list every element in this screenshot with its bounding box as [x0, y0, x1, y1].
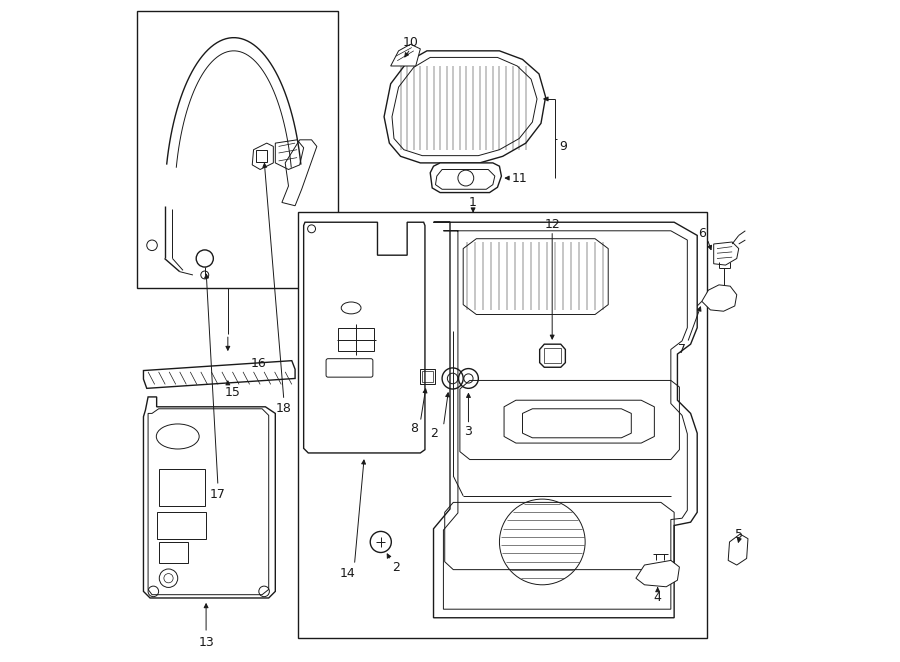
Polygon shape: [384, 51, 545, 163]
Bar: [299, 213, 707, 638]
Text: 12: 12: [544, 218, 560, 230]
Text: 11: 11: [511, 171, 527, 185]
Text: 1: 1: [469, 196, 477, 209]
Bar: [338, 328, 374, 351]
Text: 2: 2: [430, 427, 438, 440]
Text: 9: 9: [560, 140, 567, 153]
Polygon shape: [728, 534, 748, 565]
Text: 18: 18: [276, 402, 292, 415]
Bar: [137, 11, 338, 288]
Bar: [420, 369, 435, 384]
Bar: [422, 371, 433, 382]
Text: 3: 3: [464, 425, 473, 438]
Bar: [256, 150, 267, 162]
Text: 2: 2: [392, 561, 400, 573]
Text: 17: 17: [210, 488, 226, 501]
Bar: [157, 512, 206, 539]
Polygon shape: [143, 361, 295, 389]
Text: 7: 7: [678, 343, 686, 356]
Polygon shape: [303, 222, 425, 453]
Polygon shape: [430, 163, 501, 193]
Polygon shape: [636, 561, 680, 587]
Polygon shape: [434, 222, 698, 618]
Polygon shape: [714, 242, 739, 265]
Polygon shape: [702, 285, 737, 311]
Bar: [544, 348, 561, 363]
Bar: [158, 542, 188, 563]
Text: 5: 5: [734, 528, 742, 541]
Polygon shape: [143, 397, 275, 598]
Text: 13: 13: [198, 636, 214, 649]
Text: 15: 15: [224, 387, 240, 399]
Text: 6: 6: [698, 227, 706, 240]
Polygon shape: [391, 44, 420, 66]
Bar: [158, 469, 205, 506]
Text: 14: 14: [340, 567, 356, 580]
Text: 4: 4: [653, 591, 662, 604]
Text: 8: 8: [410, 422, 419, 435]
Text: 10: 10: [402, 36, 418, 49]
Text: 16: 16: [251, 357, 266, 371]
